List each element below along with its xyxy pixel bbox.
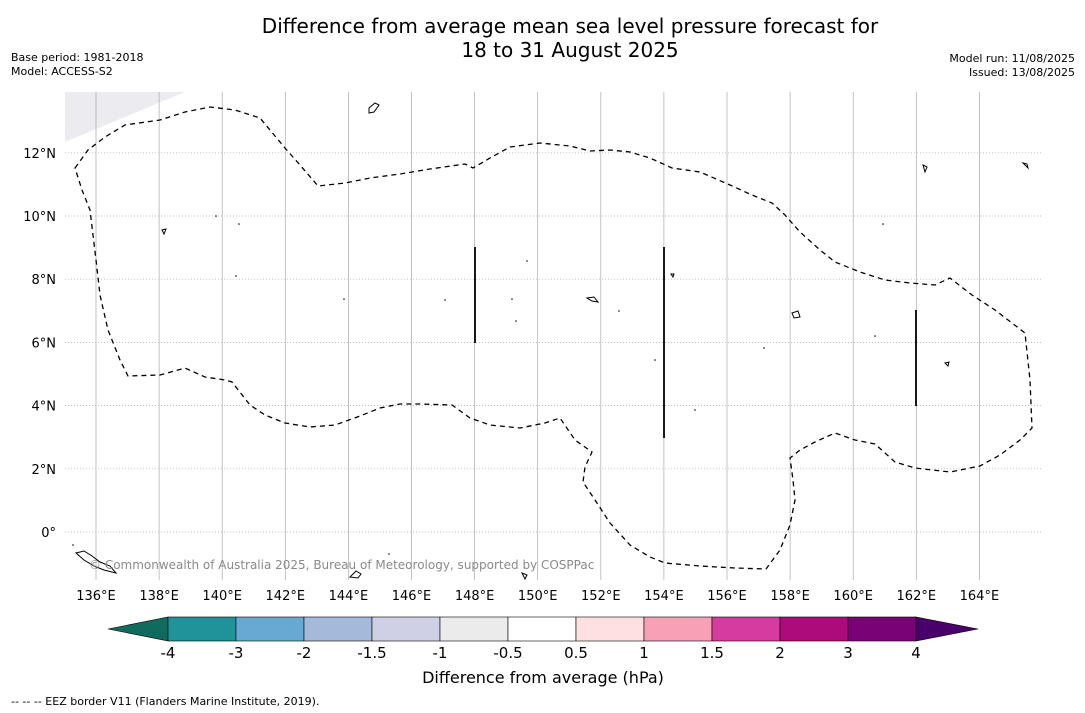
island [944, 361, 950, 367]
islet [526, 260, 528, 262]
latitude-tick-label: 8°N [32, 273, 57, 288]
model-name: Model: ACCESS-S2 [11, 65, 113, 78]
islet [444, 299, 446, 301]
island [922, 164, 928, 174]
islet [763, 347, 765, 349]
title-line-2: 18 to 31 August 2025 [461, 38, 679, 62]
longitude-tick-label: 164°E [960, 589, 1000, 604]
islet [618, 310, 620, 312]
islet [215, 215, 217, 217]
map-title: Difference from average mean sea level p… [220, 14, 920, 62]
longitude-tick-label: 138°E [139, 589, 179, 604]
longitude-tick-label: 144°E [329, 589, 369, 604]
latitude-tick-label: 2°N [32, 463, 57, 478]
island [791, 310, 801, 319]
island [670, 273, 675, 279]
island [1021, 162, 1029, 170]
island [348, 570, 362, 579]
missing-data-area [65, 92, 185, 142]
base-period: Base period: 1981-2018 [11, 51, 144, 64]
longitude-tick-label: 146°E [392, 589, 432, 604]
issued-date: Issued: 13/08/2025 [968, 66, 1075, 79]
latitude-tick-label: 0° [41, 526, 56, 541]
graticule [65, 92, 1042, 580]
longitude-tick-label: 140°E [202, 589, 242, 604]
longitude-tick-label: 154°E [644, 589, 684, 604]
longitude-tick-label: 150°E [518, 589, 558, 604]
islet [694, 409, 696, 411]
copyright-notice: © Commonwealth of Australia 2025, Bureau… [89, 558, 595, 572]
eez-border [74, 106, 1033, 570]
islet [388, 553, 390, 555]
map-area [65, 92, 1042, 580]
islets [72, 215, 884, 555]
longitude-tick-label: 156°E [707, 589, 747, 604]
island [520, 572, 528, 581]
title-line-1: Difference from average mean sea level p… [261, 14, 879, 38]
islet [511, 298, 513, 300]
longitude-tick-label: 148°E [455, 589, 495, 604]
islet [654, 359, 656, 361]
islet [238, 223, 240, 225]
longitude-tick-label: 158°E [770, 589, 810, 604]
latitude-labels: 12°N 10°N 8°N 6°N 4°N 2°N 0° [23, 147, 56, 541]
meta-left: Base period: 1981-2018 Model: ACCESS-S2 [11, 51, 143, 79]
island [161, 228, 167, 236]
latitude-tick-label: 12°N [23, 147, 56, 162]
longitude-labels: 136°E 138°E 140°E 142°E 144°E 146°E 148°E 150°E… [76, 589, 999, 604]
longitude-tick-label: 160°E [833, 589, 873, 604]
island [74, 550, 118, 574]
islet [72, 544, 74, 546]
longitude-tick-label: 142°E [266, 589, 306, 604]
islet [882, 223, 884, 225]
islet [343, 298, 345, 300]
longitude-tick-label: 136°E [76, 589, 116, 604]
islands [74, 102, 1029, 581]
longitude-tick-label: 162°E [897, 589, 937, 604]
model-run: Model run: 11/08/2025 [949, 52, 1075, 65]
islet [515, 320, 517, 322]
island [368, 102, 380, 114]
meta-right: Model run: 11/08/2025 Issued: 13/08/2025 [949, 52, 1075, 80]
island [585, 296, 600, 303]
latitude-tick-label: 4°N [32, 400, 57, 415]
islet [235, 275, 237, 277]
colorbar-title: Difference from average (hPa) [422, 668, 664, 687]
eez-footnote: -- -- -- EEZ border V11 (Flanders Marine… [11, 695, 320, 708]
islet [874, 335, 876, 337]
longitude-tick-label: 152°E [581, 589, 621, 604]
latitude-tick-label: 10°N [23, 210, 56, 225]
latitude-tick-label: 6°N [32, 336, 57, 351]
